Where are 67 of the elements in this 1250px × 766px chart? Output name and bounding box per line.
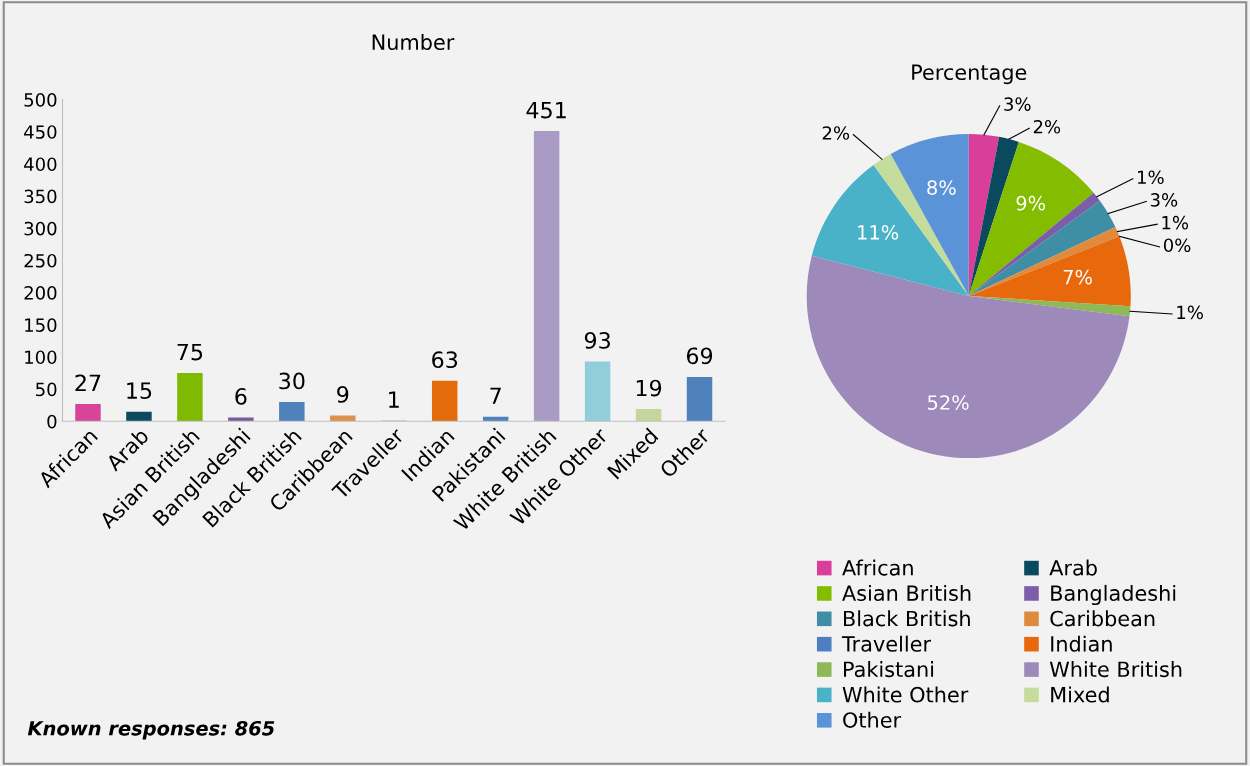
bar	[75, 403, 101, 422]
legend-label: Asian British	[842, 584, 971, 602]
data-label: 7	[490, 387, 501, 404]
data-label: 27	[75, 374, 101, 391]
data-label: 1%	[1162, 215, 1189, 230]
data-label: 52%	[928, 395, 969, 410]
y-tick-label: 200	[24, 286, 57, 300]
data-label: 1%	[1138, 170, 1164, 185]
data-label: 3%	[1150, 193, 1178, 207]
y-tick-label: 450	[24, 125, 57, 139]
legend-label: Indian	[1051, 635, 1112, 652]
y-tick-label: 150	[25, 318, 57, 332]
data-label: 19	[636, 379, 662, 397]
legend-label: White Other	[842, 686, 969, 703]
data-label: 2%	[822, 126, 850, 140]
data-label: 2%	[1033, 119, 1061, 134]
bar	[635, 409, 662, 422]
data-label: 6	[235, 387, 247, 405]
chart-title: Percentage	[912, 64, 1027, 85]
bar	[177, 373, 203, 422]
data-label: 75	[177, 343, 203, 361]
bar	[533, 131, 560, 422]
data-label: 9	[337, 386, 349, 403]
data-label: 69	[686, 347, 713, 365]
text: 0%	[1163, 238, 1191, 253]
y-tick-label: 100	[25, 350, 57, 365]
data-label: 9%	[1016, 195, 1046, 211]
y-tick-label: 500	[24, 93, 57, 107]
pie-slice	[806, 255, 1130, 459]
legend-label: Bangladeshi	[1051, 584, 1176, 606]
pie-slice	[968, 236, 1131, 307]
data-label: 30	[279, 372, 305, 390]
legend-label: Traveller	[841, 635, 932, 652]
legend-label: Mixed	[1051, 686, 1109, 703]
y-tick-label: 350	[24, 189, 57, 204]
pie-slice	[811, 164, 969, 297]
bar	[431, 380, 458, 422]
bar	[686, 376, 713, 422]
legend-label: Caribbean	[1050, 610, 1155, 627]
legend-label: Black British	[844, 610, 970, 627]
data-label: 8%	[927, 180, 956, 195]
bar	[228, 417, 254, 422]
bar	[279, 402, 305, 422]
y-tick-label: 250	[24, 253, 57, 268]
y-tick-label: 0	[47, 414, 57, 429]
chart-title: Number	[372, 33, 455, 51]
data-label: 7%	[1063, 269, 1092, 285]
y-tick-label: 50	[36, 382, 57, 397]
data-label: 1%	[1177, 305, 1203, 320]
legend-label: Pakistani	[844, 661, 934, 678]
data-label: 93	[584, 332, 610, 349]
text: Known responses: 865	[27, 720, 275, 740]
legend-label: African	[842, 559, 913, 576]
legend-label: Other	[843, 711, 902, 728]
data-label: 11%	[858, 225, 899, 240]
data-label: 1	[389, 391, 399, 408]
y-tick-label: 400	[24, 157, 57, 172]
legend-label: White British	[1049, 661, 1182, 678]
data-label: 15	[127, 382, 152, 400]
legend-label: Arab	[1049, 559, 1097, 576]
bar	[584, 361, 611, 422]
pie-slice	[968, 141, 1094, 297]
data-label: 451	[526, 101, 566, 119]
bar	[126, 411, 152, 422]
data-label: 3%	[1004, 97, 1031, 111]
data-label: 63	[432, 351, 458, 369]
y-tick-label: 300	[24, 221, 57, 236]
